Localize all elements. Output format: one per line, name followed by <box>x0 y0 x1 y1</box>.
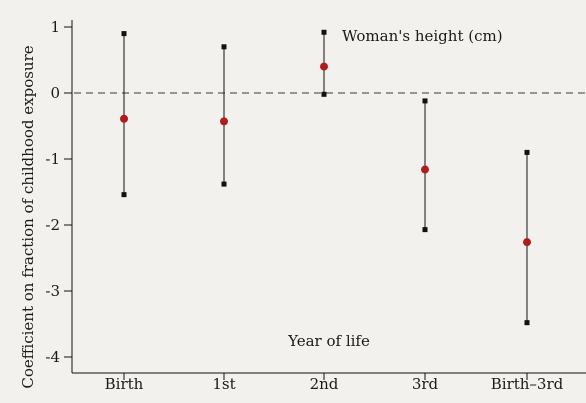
estimate-point <box>220 117 228 126</box>
y-axis-title: Coefficient on fraction of childhood exp… <box>19 45 37 388</box>
x-tick-label: 2nd <box>310 375 339 393</box>
x-tick-label: 3rd <box>412 375 439 393</box>
upper-bound-point <box>321 29 327 35</box>
series-annotation: Woman's height (cm) <box>342 27 503 45</box>
upper-bound-point <box>524 149 530 155</box>
estimate-point <box>320 62 328 71</box>
x-tick-label: Birth <box>105 375 144 393</box>
y-tick-label: 0 <box>50 84 60 102</box>
lower-bound-point <box>221 181 227 187</box>
y-tick-label: -4 <box>45 348 60 366</box>
y-tick-label: -1 <box>45 150 60 168</box>
upper-bound-point <box>221 44 227 50</box>
upper-bound-point <box>121 31 127 37</box>
axes: 1 0 -1 -2 -3 -4 Birth 1st 2nd 3rd Birth–3rd <box>45 18 586 393</box>
y-tick-label: 1 <box>50 18 60 36</box>
x-tick-label: Birth–3rd <box>491 375 564 393</box>
lower-bound-point <box>321 91 327 97</box>
marks <box>120 29 531 326</box>
lower-bound-point <box>524 320 530 326</box>
estimate-point <box>421 165 429 174</box>
y-tick-label: -3 <box>45 282 60 300</box>
x-axis-title: Year of life <box>287 332 370 350</box>
estimate-point <box>120 114 128 123</box>
estimate-point <box>523 238 531 247</box>
lower-bound-point <box>422 227 428 233</box>
upper-bound-point <box>422 98 428 104</box>
y-tick-label: -2 <box>45 216 60 234</box>
lower-bound-point <box>121 192 127 198</box>
x-tick-label: 1st <box>212 375 235 393</box>
